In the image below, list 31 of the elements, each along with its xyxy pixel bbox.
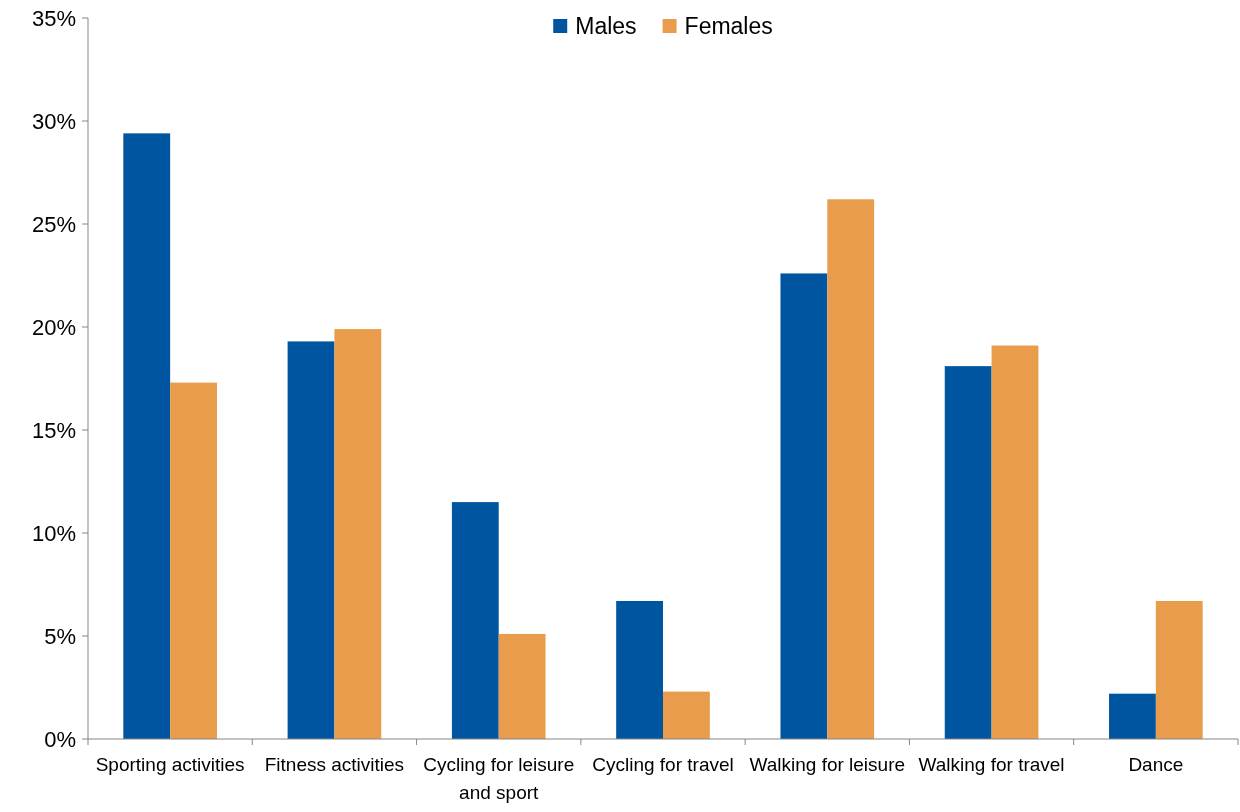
x-tick-label: Fitness activities — [264, 754, 405, 775]
bar — [663, 691, 710, 739]
bar — [616, 600, 663, 739]
x-tick-label: Walking for travel — [918, 754, 1065, 775]
bar — [1109, 693, 1156, 739]
y-tick-label: 5% — [44, 623, 76, 649]
legend-label: Males — [575, 13, 637, 40]
bar — [451, 502, 499, 739]
y-tick-label: 35% — [31, 5, 76, 31]
y-tick-label: 20% — [31, 314, 76, 340]
bar — [827, 199, 875, 739]
y-tick-label: 15% — [31, 417, 76, 443]
legend-label: Females — [684, 13, 773, 40]
bar — [334, 329, 382, 739]
x-tick-label: Dance — [1128, 754, 1184, 775]
y-tick-label: 30% — [31, 108, 76, 134]
x-tick-label: Cycling for leisure and sport — [423, 754, 575, 803]
y-tick-label: 10% — [31, 520, 76, 546]
x-tick-label: Cycling for travel — [592, 754, 734, 775]
bar — [498, 633, 546, 739]
bar — [1155, 600, 1203, 739]
y-tick-label: 0% — [44, 726, 76, 752]
bar — [780, 273, 828, 739]
bar — [287, 341, 335, 739]
y-tick-label: 25% — [31, 211, 76, 237]
bar — [991, 345, 1039, 739]
bar — [123, 133, 171, 739]
x-tick-label: Walking for leisure — [749, 754, 906, 775]
bar — [170, 382, 217, 739]
bar — [944, 366, 992, 739]
x-tick-label: Sporting activities — [95, 754, 245, 775]
